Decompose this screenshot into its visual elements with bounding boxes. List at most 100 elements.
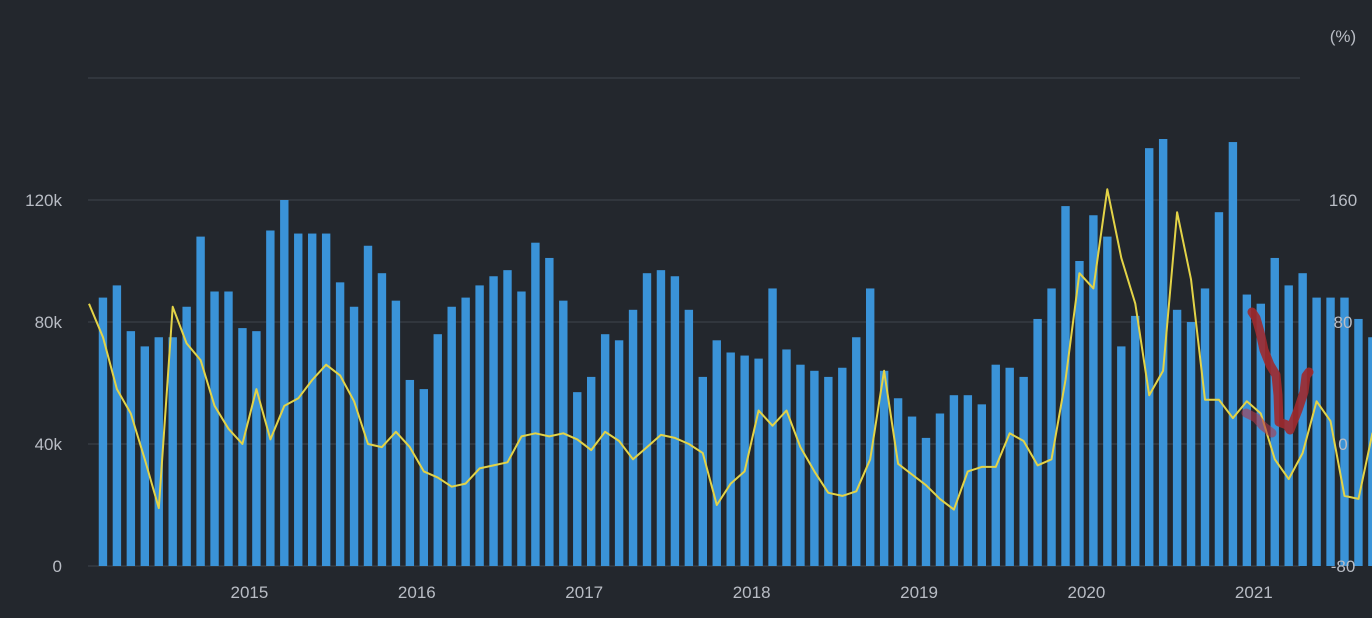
bar: [363, 245, 373, 566]
bar: [1242, 294, 1252, 566]
grid-layer: [88, 77, 1300, 567]
bar: [768, 288, 777, 566]
bar: [1186, 322, 1196, 566]
bar: [266, 230, 275, 566]
bar: [712, 340, 721, 566]
bar: [503, 270, 512, 566]
bar: [252, 331, 261, 566]
line-layer: [88, 188, 1372, 511]
bar: [405, 379, 415, 566]
bar: [614, 340, 624, 566]
bar: [656, 270, 666, 566]
bar: [852, 337, 861, 566]
annotation-layer: [1241, 307, 1314, 438]
bar: [1158, 139, 1168, 566]
bar: [754, 358, 763, 566]
bar: [796, 364, 805, 566]
bar: [294, 233, 303, 567]
bar: [1228, 142, 1238, 567]
bar: [1354, 318, 1363, 566]
bar: [1172, 309, 1182, 566]
bar: [642, 273, 652, 566]
bar: [838, 367, 847, 566]
bar: [698, 376, 707, 566]
y2-unit-label: (%): [1330, 27, 1356, 46]
bar: [321, 233, 331, 567]
red-annotation-stroke: [1241, 408, 1277, 438]
bar: [126, 331, 136, 566]
bar: [98, 297, 108, 566]
yoy-line: [88, 188, 1372, 511]
bar: [1075, 261, 1084, 566]
bar: [461, 297, 470, 566]
bar: [419, 389, 428, 566]
x-tick-label: 2019: [900, 583, 938, 602]
bar: [782, 349, 791, 566]
bar: [280, 200, 289, 566]
bar: [349, 306, 359, 566]
bar: [489, 276, 498, 566]
bar: [977, 404, 986, 566]
bar: [879, 370, 889, 566]
bar: [824, 376, 833, 566]
bar: [517, 291, 526, 566]
bar: [1047, 288, 1056, 566]
bar: [1089, 215, 1098, 566]
bar-layer: [98, 139, 1372, 567]
bar: [433, 334, 442, 566]
bar: [628, 309, 638, 566]
y-right-tick-label: 0: [1338, 435, 1347, 454]
bar: [1117, 346, 1126, 566]
x-tick-label: 2021: [1235, 583, 1273, 602]
bar: [907, 416, 917, 566]
bar: [447, 306, 456, 566]
bar: [573, 392, 582, 566]
x-tick-label: 2015: [231, 583, 269, 602]
bar: [168, 337, 177, 566]
bar: [196, 236, 205, 566]
bar: [1145, 148, 1154, 566]
y-left-tick-label: 120k: [25, 191, 62, 210]
x-tick-label: 2017: [565, 583, 603, 602]
bar: [238, 328, 247, 566]
bar: [935, 413, 945, 566]
bar: [1033, 318, 1042, 566]
y-left-tick-label: 80k: [35, 313, 63, 332]
bar: [1214, 212, 1224, 566]
bar: [182, 306, 191, 566]
bar: [1061, 206, 1070, 566]
bar: [866, 288, 875, 566]
red-annotation-stroke: [1247, 307, 1314, 435]
bar: [963, 395, 973, 566]
bar: [740, 355, 749, 566]
axis-layer: (%) 0 40k 80k 120k -80 0 80 160 2015 2016 2017 2018…: [25, 27, 1357, 602]
y-left-tick-label: 0: [53, 557, 62, 576]
bar: [1256, 303, 1265, 566]
bar: [810, 370, 819, 566]
bar: [475, 285, 484, 566]
bar: [545, 257, 554, 566]
bar: [210, 291, 219, 566]
y-right-tick-label: 80: [1334, 313, 1353, 332]
bar: [391, 300, 401, 566]
bar: [1312, 297, 1321, 566]
bar: [112, 285, 122, 566]
bar: [377, 273, 387, 566]
bar: [1368, 337, 1372, 566]
bar: [1298, 273, 1307, 566]
bar: [921, 437, 931, 566]
bar: [1103, 236, 1112, 566]
y-right-tick-label: -80: [1331, 557, 1356, 576]
bar: [335, 282, 345, 566]
bar: [1340, 297, 1349, 566]
y-left-tick-label: 40k: [35, 435, 63, 454]
bar: [600, 334, 610, 566]
bar: [587, 376, 596, 566]
bar: [531, 242, 540, 566]
x-tick-label: 2020: [1068, 583, 1106, 602]
y-right-tick-label: 160: [1329, 191, 1357, 210]
bar: [1200, 288, 1210, 566]
x-tick-label: 2018: [733, 583, 771, 602]
